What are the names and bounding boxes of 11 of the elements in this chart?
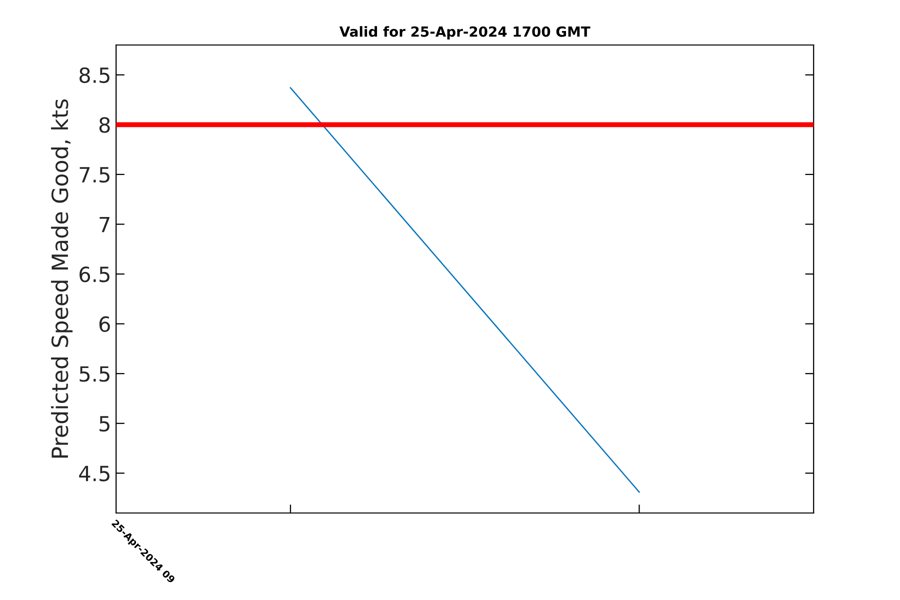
chart-title: Valid for 25-Apr-2024 1700 GMT bbox=[339, 26, 590, 40]
y-tick-label: 7.5 bbox=[80, 167, 110, 183]
y-tick-label: 6.5 bbox=[80, 266, 110, 282]
y-tick-label: 8 bbox=[99, 117, 110, 133]
y-tick-label: 6 bbox=[99, 316, 110, 332]
y-axis-title: Predicted Speed Made Good, kts bbox=[51, 99, 73, 458]
y-tick-label: 4.5 bbox=[79, 466, 110, 482]
y-tick-label: 5.5 bbox=[80, 366, 110, 382]
y-tick-label: 5 bbox=[100, 416, 110, 432]
y-tick-label: 7 bbox=[100, 216, 110, 232]
y-tick-label: 8.5 bbox=[80, 67, 110, 84]
